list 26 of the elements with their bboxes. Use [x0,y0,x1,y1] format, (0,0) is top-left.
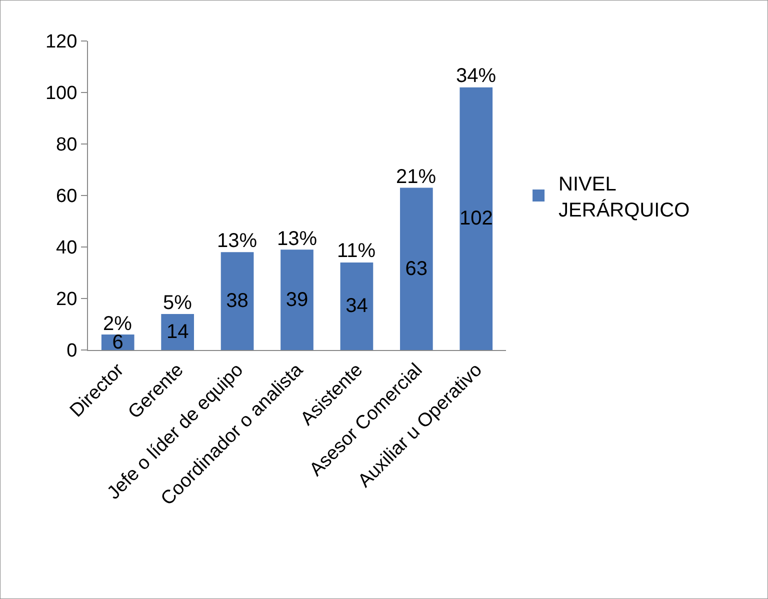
y-tick-label: 80 [56,134,78,156]
legend-label: NIVEL JERÁRQUICO [558,173,690,222]
data-label: 38 [226,290,248,312]
annotation: 5% [163,292,192,314]
annotation: 13% [277,228,318,250]
annotation: 21% [396,166,436,188]
data-label: 14 [166,320,189,343]
bar [280,250,314,350]
y-tick-label: 120 [45,32,78,53]
bar [400,188,433,350]
y-tick-label: 100 [45,83,78,104]
bar [460,87,493,350]
y-tick-label: 20 [56,289,78,310]
bar [161,314,194,350]
bar [220,252,254,350]
bar [340,262,374,350]
y-tick-label: 60 [56,186,78,208]
annotation: 11% [337,240,376,262]
y-tick-label: 40 [56,238,78,259]
data-label: 39 [286,288,308,311]
annotation: 13% [217,230,258,252]
annotation: 34% [456,65,496,87]
data-label: 102 [459,208,493,230]
data-label: 63 [405,258,428,280]
y-tick-label: 0 [66,340,78,362]
data-label: 34 [346,295,368,318]
